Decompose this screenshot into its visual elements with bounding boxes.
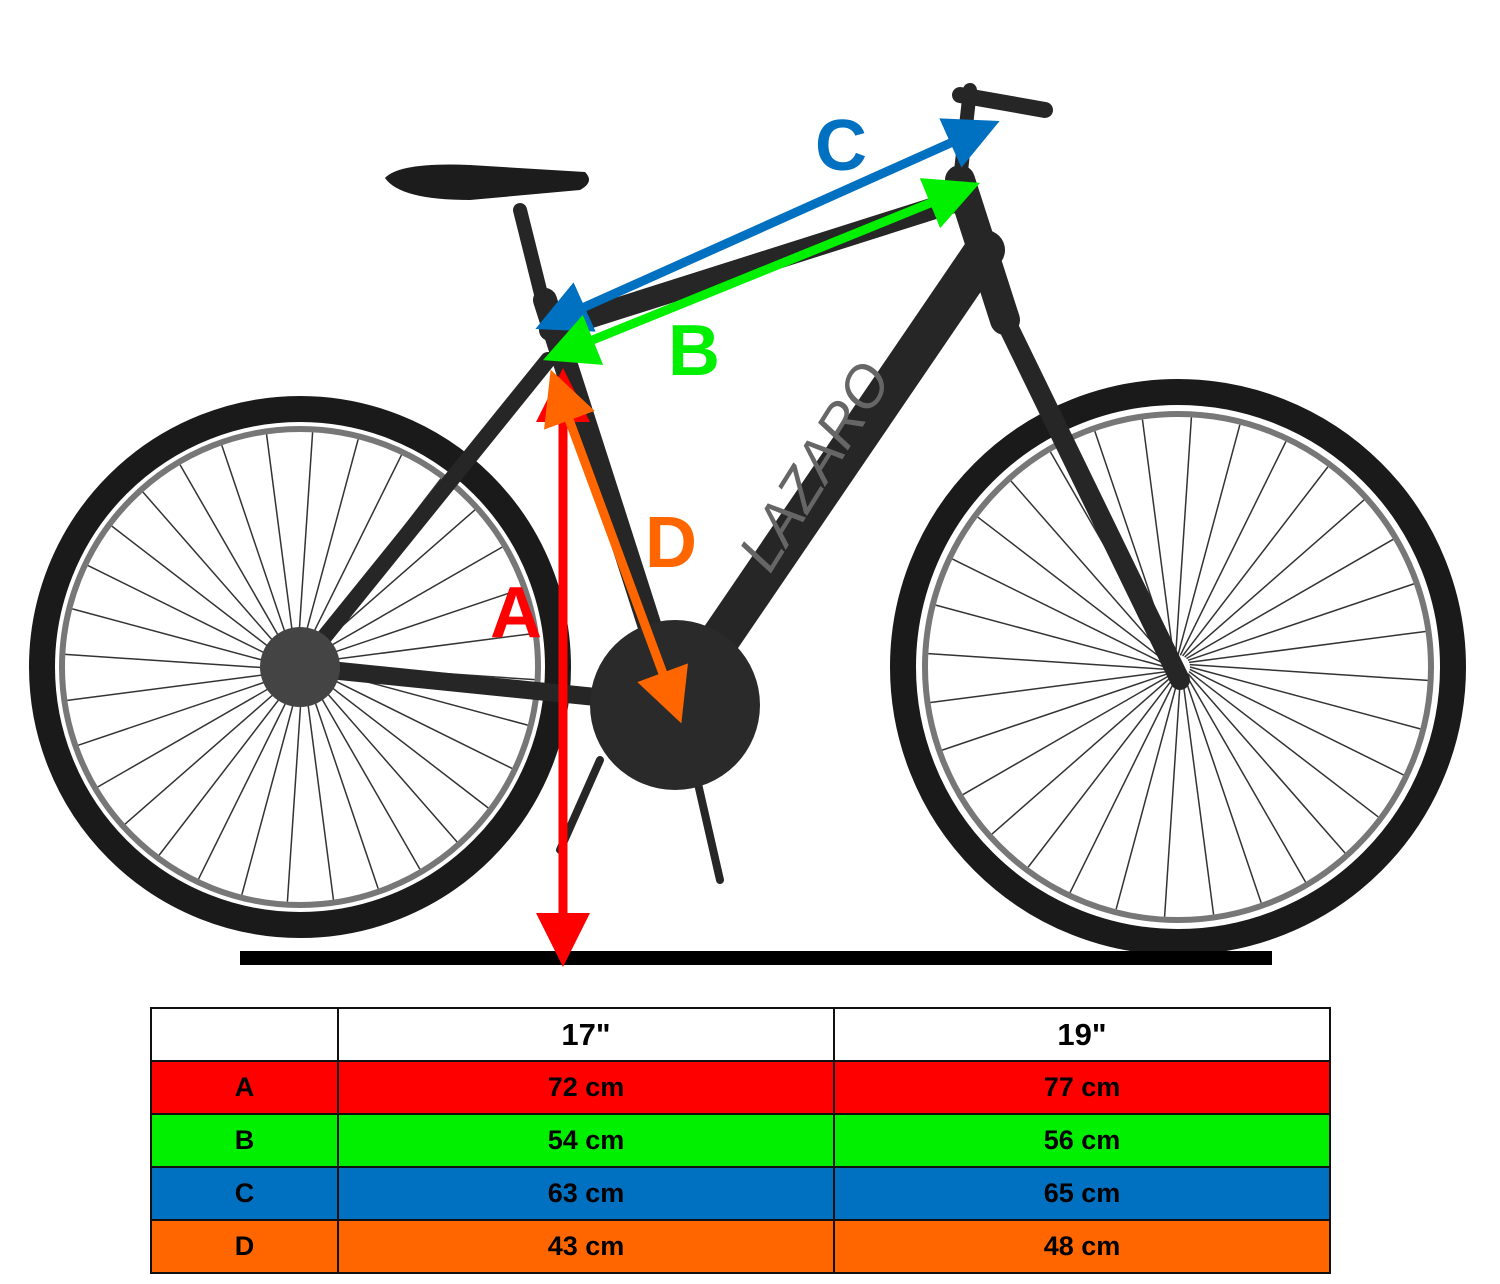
spoke xyxy=(1187,583,1415,662)
spoke xyxy=(307,675,421,870)
table-cell: 54 cm xyxy=(337,1113,835,1168)
spoke xyxy=(1188,630,1426,664)
table-cell: 56 cm xyxy=(833,1113,1331,1168)
spoke xyxy=(299,439,359,656)
spoke xyxy=(197,678,299,880)
spoke xyxy=(87,564,289,666)
label-c: C xyxy=(815,106,867,186)
size-table: 17" 19" A 72 cm 77 cm B 54 cm 56 cm C 63… xyxy=(150,1007,1331,1274)
spoke xyxy=(1174,417,1193,656)
spoke xyxy=(1189,663,1428,682)
spoke xyxy=(301,454,403,656)
table-row: C 63 cm 65 cm xyxy=(150,1166,1331,1221)
arrow-b xyxy=(542,178,981,365)
spoke xyxy=(1115,678,1179,910)
spoke xyxy=(935,604,1167,668)
row-label: A xyxy=(150,1060,339,1115)
header-cell: 19" xyxy=(833,1007,1331,1062)
chainring xyxy=(590,620,760,790)
spoke xyxy=(1010,480,1169,661)
spoke xyxy=(991,676,1172,835)
spoke xyxy=(1177,424,1241,656)
spoke xyxy=(977,516,1168,664)
spoke xyxy=(310,632,533,664)
table-cell: 48 cm xyxy=(833,1219,1331,1274)
spoke xyxy=(111,525,290,664)
spoke xyxy=(97,674,292,788)
spoke xyxy=(1189,666,1421,730)
spoke xyxy=(1187,673,1346,854)
spoke xyxy=(296,432,314,656)
table-cell: 43 cm xyxy=(337,1219,835,1274)
spoke xyxy=(1184,499,1365,658)
row-label: C xyxy=(150,1166,339,1221)
spoke xyxy=(179,464,293,659)
table-cell: 63 cm xyxy=(337,1166,835,1221)
header-cell xyxy=(150,1007,339,1062)
spoke xyxy=(928,652,1167,671)
spoke xyxy=(1027,677,1175,868)
spoke xyxy=(1179,441,1287,656)
arrow-d xyxy=(544,369,688,724)
label-a: A xyxy=(490,573,542,653)
frame-brand-logo: LAZARO xyxy=(726,351,904,582)
spoke xyxy=(124,676,294,825)
spoke xyxy=(72,608,289,668)
spoke xyxy=(1186,538,1394,660)
spoke xyxy=(309,588,522,662)
spoke xyxy=(952,558,1167,666)
table-cell: 65 cm xyxy=(833,1166,1331,1221)
spoke xyxy=(286,678,304,902)
spoke xyxy=(309,673,458,843)
table-header-row: 17" 19" xyxy=(150,1007,1331,1062)
spoke xyxy=(221,445,295,658)
spoke xyxy=(962,674,1170,796)
label-d: D xyxy=(645,503,697,583)
bike-geometry-diagram: LAZARO C B D A xyxy=(29,83,1466,967)
spoke xyxy=(305,676,379,889)
table-row: A 72 cm 77 cm xyxy=(150,1060,1331,1115)
spoke xyxy=(1188,670,1379,818)
spoke xyxy=(1185,675,1307,883)
frame xyxy=(291,83,1190,884)
label-b: B xyxy=(668,311,720,391)
spoke xyxy=(142,491,291,661)
spoke xyxy=(78,672,291,746)
spoke xyxy=(265,434,297,657)
spoke xyxy=(303,677,335,900)
spoke xyxy=(1163,678,1182,917)
spoke xyxy=(308,546,503,660)
bicycle-illustration: LAZARO xyxy=(29,83,1466,955)
spoke xyxy=(941,672,1169,751)
table-row: D 43 cm 48 cm xyxy=(150,1219,1331,1274)
cassette xyxy=(260,627,340,707)
row-label: D xyxy=(150,1219,339,1274)
dimension-arrows xyxy=(535,118,1000,967)
spoke xyxy=(241,678,301,895)
header-cell: 17" xyxy=(337,1007,835,1062)
table-row: B 54 cm 56 cm xyxy=(150,1113,1331,1168)
spoke xyxy=(1141,419,1175,657)
spoke xyxy=(1181,677,1215,915)
row-label: B xyxy=(150,1113,339,1168)
spoke xyxy=(67,670,290,702)
spoke xyxy=(158,677,297,856)
spoke xyxy=(310,670,489,809)
front-wheel xyxy=(890,379,1466,955)
spoke xyxy=(1183,676,1262,904)
spoke xyxy=(311,668,513,770)
table-cell: 77 cm xyxy=(833,1060,1331,1115)
spoke xyxy=(65,653,289,671)
spoke xyxy=(930,670,1168,704)
spoke xyxy=(1181,466,1329,657)
table-cell: 72 cm xyxy=(337,1060,835,1115)
spoke xyxy=(1189,668,1404,776)
spoke xyxy=(1069,678,1177,893)
saddle xyxy=(385,164,589,200)
